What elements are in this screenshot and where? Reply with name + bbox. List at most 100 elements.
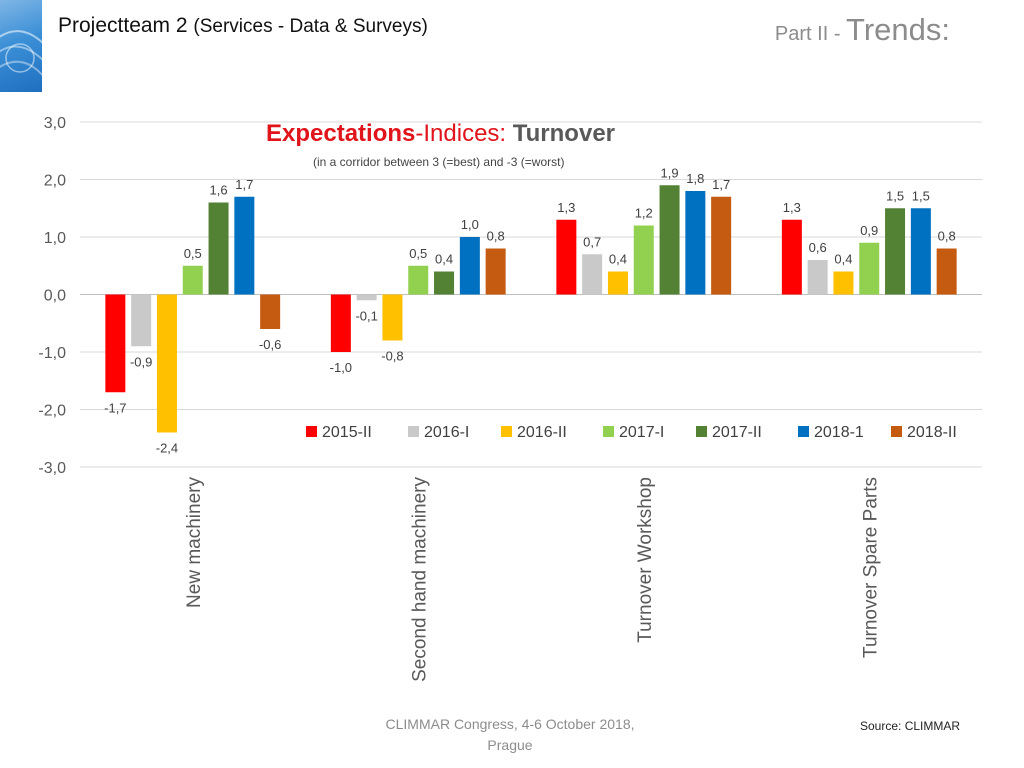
bar-2017-ii-new-machinery: [208, 202, 229, 295]
data-label: 0,8: [938, 229, 956, 244]
data-label: 1,3: [783, 200, 801, 215]
bar-2016-ii-turnover-workshop: [607, 271, 628, 295]
bar-2015-ii-turnover-spare-parts: [781, 219, 802, 295]
legend-label: 2018-II: [907, 424, 957, 441]
legend-label: 2017-II: [712, 424, 762, 441]
part-label: Part II - Trends:: [775, 12, 950, 48]
data-label: -0,8: [381, 349, 403, 364]
data-label: 0,4: [609, 252, 627, 267]
bar-2018-ii-turnover-spare-parts: [936, 248, 957, 295]
data-label: 1,3: [557, 200, 575, 215]
y-tick-label: -1,0: [38, 345, 66, 362]
bar-2015-ii-new-machinery: [105, 294, 126, 393]
part-label-prefix: Part II -: [774, 23, 847, 45]
bar-2016-i-turnover-spare-parts: [807, 260, 828, 295]
data-label: 0,7: [583, 234, 601, 249]
data-label: 1,7: [712, 177, 730, 192]
legend-swatch: [306, 426, 317, 437]
data-label: 1,5: [912, 188, 930, 203]
chart-title-part2: -Indices:: [415, 120, 513, 147]
legend-label: 2017-I: [619, 424, 664, 441]
legend-swatch: [603, 426, 614, 437]
legend-label: 2016-I: [424, 424, 469, 441]
bar-2015-ii-second-hand-machinery: [330, 294, 351, 352]
bar-2016-i-second-hand-machinery: [356, 294, 377, 301]
bar-2017-ii-second-hand-machinery: [434, 271, 455, 295]
data-label: -0,6: [259, 337, 281, 352]
slide-title: Projectteam 2 (Services - Data & Surveys…: [58, 14, 428, 38]
legend-swatch: [696, 426, 707, 437]
bar-2016-i-new-machinery: [131, 294, 152, 347]
bar-2017-ii-turnover-workshop: [659, 185, 680, 295]
data-label: 1,9: [661, 165, 679, 180]
bar-2018-1-second-hand-machinery: [459, 237, 480, 295]
grid-lines: [80, 121, 982, 468]
category-label: New machinery: [184, 477, 205, 608]
data-label: -0,9: [130, 354, 152, 369]
part-label-main: Trends:: [846, 12, 950, 47]
y-tick-label: 3,0: [44, 115, 66, 132]
data-labels: -1,7 -0,9 -2,4 0,5 1,6 1,7 -0,6 -1,0 -0,1 -0,8 0,5…: [104, 165, 956, 455]
legend: 2015-II 2016-I 2016-II 2017-I 2017-II 2018-1 2…: [306, 424, 957, 441]
bar-2016-ii-second-hand-machinery: [382, 294, 403, 341]
category-label: Second hand machinery: [409, 477, 430, 682]
bar-2016-ii-new-machinery: [156, 294, 177, 433]
data-label: 1,0: [461, 217, 479, 232]
turnover-chart: 3,0 2,0 1,0 0,0 -1,0 -2,0 -3,0 -1,7 -0,9 -2,4 0,5…: [38, 115, 982, 682]
data-label: -1,0: [330, 360, 352, 375]
bar-2017-i-second-hand-machinery: [408, 265, 429, 295]
legend-item-2018-1: 2018-1: [798, 424, 864, 441]
bars: [105, 185, 957, 433]
slide-title-main: Projectteam 2: [58, 14, 188, 37]
data-label: 0,5: [184, 246, 202, 261]
bar-2018-ii-new-machinery: [260, 294, 281, 329]
slide-title-sub: (Services - Data & Surveys): [193, 16, 428, 37]
footer-line-2: Prague: [487, 737, 533, 753]
legend-item-2017-i: 2017-I: [603, 424, 664, 441]
category-label: Turnover Workshop: [635, 477, 656, 643]
legend-item-2016-i: 2016-I: [408, 424, 469, 441]
footer-conference: CLIMMAR Congress, 4-6 October 2018, Prag…: [360, 714, 660, 756]
bar-2018-1-new-machinery: [234, 196, 255, 295]
data-label: 0,4: [834, 252, 852, 267]
chart-title: Expectations-Indices: Turnover: [266, 120, 615, 148]
y-tick-label: 0,0: [44, 288, 66, 305]
legend-swatch: [798, 426, 809, 437]
climmar-logo: [0, 0, 42, 92]
bar-2018-1-turnover-spare-parts: [910, 208, 931, 295]
bar-2018-ii-turnover-workshop: [711, 196, 732, 295]
legend-item-2017-ii: 2017-II: [696, 424, 762, 441]
legend-item-2016-ii: 2016-II: [501, 424, 567, 441]
data-label: 0,6: [809, 240, 827, 255]
bar-2016-ii-turnover-spare-parts: [833, 271, 854, 295]
legend-label: 2015-II: [322, 424, 372, 441]
data-label: -1,7: [104, 400, 126, 415]
bar-2017-i-turnover-spare-parts: [859, 242, 880, 295]
y-tick-label: -3,0: [38, 460, 66, 477]
chart-title-part1: Expectations: [266, 120, 416, 147]
category-labels: New machinery Second hand machinery Turnov…: [184, 477, 882, 682]
data-label: 1,6: [210, 183, 228, 198]
data-label: 0,8: [487, 229, 505, 244]
chart-title-part3: Turnover: [512, 120, 615, 147]
data-label: 1,5: [886, 188, 904, 203]
data-label: -0,1: [355, 308, 377, 323]
data-label: 0,9: [860, 223, 878, 238]
source-note: Source: CLIMMAR: [860, 719, 961, 733]
chart-subtitle: (in a corridor between 3 (=best) and -3 …: [313, 155, 565, 169]
y-tick-label: 1,0: [44, 230, 66, 247]
bar-2017-ii-turnover-spare-parts: [885, 208, 906, 295]
legend-item-2015-ii: 2015-II: [306, 424, 372, 441]
data-label: 1,7: [235, 177, 253, 192]
legend-swatch: [501, 426, 512, 437]
legend-label: 2016-II: [517, 424, 567, 441]
y-tick-label: 2,0: [44, 173, 66, 190]
y-tick-labels: 3,0 2,0 1,0 0,0 -1,0 -2,0 -3,0: [38, 115, 66, 477]
bar-2015-ii-turnover-workshop: [556, 219, 577, 295]
data-label: 1,2: [635, 206, 653, 221]
footer-line-1: CLIMMAR Congress, 4-6 October 2018,: [385, 716, 635, 732]
legend-swatch: [408, 426, 419, 437]
data-label: 0,5: [409, 246, 427, 261]
legend-item-2018-ii: 2018-II: [891, 424, 957, 441]
y-tick-label: -2,0: [38, 403, 66, 420]
